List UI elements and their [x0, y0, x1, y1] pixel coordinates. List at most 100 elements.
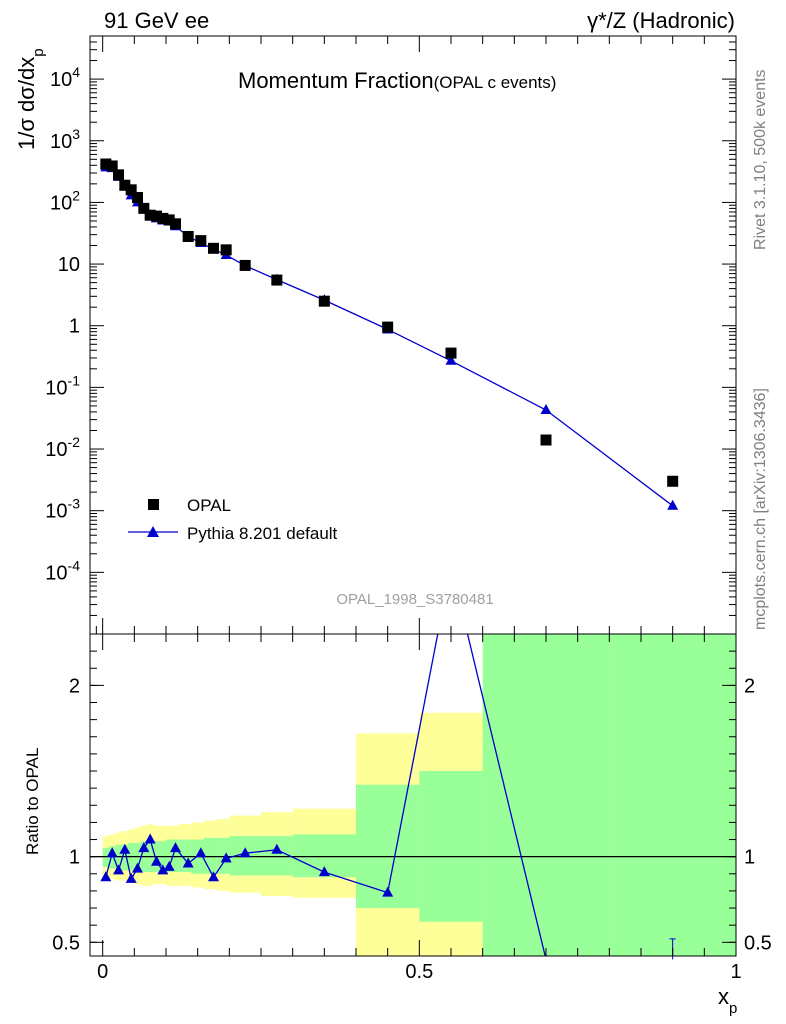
ratio-point [113, 864, 124, 875]
y-tick-label: 10-1 [45, 372, 80, 399]
opal-point [132, 192, 143, 204]
pythia-point [667, 499, 679, 510]
ratio-point [138, 842, 150, 853]
ratio-point [144, 833, 156, 844]
ratio-band-green [204, 837, 217, 874]
ratio-point [220, 852, 232, 863]
ratio-band-green [419, 771, 483, 922]
ratio-y-tick-label: 1 [69, 847, 80, 869]
y-tick-base: 10 [50, 192, 72, 214]
y-tick-label: 104 [50, 64, 80, 91]
y-tick-base: 10 [45, 439, 67, 461]
y-tick-label: 10-3 [45, 496, 80, 523]
opal-point [182, 230, 194, 242]
ratio-point [132, 862, 143, 873]
ratio-point [170, 842, 181, 853]
rivet-label: Rivet 3.1.10, 500k events [752, 69, 769, 250]
opal-point [157, 212, 169, 224]
ratio-band-green [121, 844, 128, 871]
opal-point [125, 184, 137, 196]
ratio-y-tick-label: 2 [69, 675, 80, 697]
ratio-y-tick-label-right: 1 [744, 847, 755, 869]
y-tick-exponent: 2 [72, 187, 80, 203]
legend: OPAL Pythia 8.201 default [128, 496, 338, 543]
ratio-y-tick-label-right: 2 [744, 675, 755, 697]
ratio-point [151, 855, 162, 866]
legend-label-pythia: Pythia 8.201 default [187, 524, 338, 543]
ratio-point [163, 860, 175, 871]
ratio-point [119, 843, 131, 854]
y-tick-exponent: -2 [68, 434, 81, 450]
y-tick-base: 10 [45, 562, 67, 584]
y-tick-label: 103 [50, 126, 80, 153]
opal-point [170, 218, 181, 230]
y-axis-label-ratio: Ratio to OPAL [23, 748, 42, 855]
ratio-point [271, 843, 283, 854]
y-tick-base: 10 [45, 501, 67, 523]
pythia-point [445, 354, 457, 365]
ratio-panel: 0 0.5 10.5 0.51 12 2 [52, 633, 772, 983]
ratio-band-green [109, 846, 116, 869]
legend-label-opal: OPAL [187, 496, 231, 515]
legend-marker-opal [148, 499, 159, 510]
opal-point [163, 214, 175, 226]
ratio-band-green [261, 836, 293, 876]
ratio-y-tick-label: 0.5 [52, 932, 80, 954]
opal-point [144, 209, 156, 221]
opal-point [100, 158, 112, 170]
y-tick-label: 1 [69, 316, 80, 338]
legend-marker-pythia [147, 526, 159, 537]
ratio-point [157, 864, 169, 875]
analysis-watermark: OPAL_1998_S3780481 [336, 591, 493, 608]
ratio-point [208, 871, 219, 882]
ratio-point [195, 847, 207, 858]
pythia-point [540, 403, 552, 414]
y-tick-exponent: -3 [68, 496, 81, 512]
y-tick-exponent: 4 [72, 64, 80, 80]
y-tick-base: 10 [50, 69, 72, 91]
ratio-point [382, 886, 394, 897]
y-tick-base: 10 [50, 131, 72, 153]
opal-point [208, 242, 219, 254]
y-tick-exponent: 3 [72, 126, 80, 142]
x-tick-label: 0.5 [405, 961, 433, 983]
x-tick-label: 1 [730, 961, 741, 983]
y-tick-label: 10-4 [45, 557, 80, 584]
opal-point [239, 259, 251, 271]
mcplots-label: mcplots.cern.ch [arXiv:1306.3436] [752, 388, 769, 630]
opal-point [151, 210, 162, 222]
opal-point [382, 321, 394, 333]
ratio-band-green [482, 634, 610, 956]
ratio-point [106, 847, 118, 858]
x-axis-label: xp [718, 984, 737, 1017]
upper-frame [89, 35, 737, 635]
y-tick-label: 10 [58, 254, 80, 276]
y-tick-label: 10-2 [45, 434, 80, 461]
ratio-band-green [216, 837, 230, 874]
ratio-point [239, 847, 251, 858]
ratio-point [182, 857, 194, 868]
y-tick-exponent: -4 [68, 557, 81, 573]
opal-point [540, 434, 552, 446]
y-tick-label: 102 [50, 187, 80, 214]
y-axis-label-main: 1/σ dσ/dxp [14, 48, 47, 150]
opal-point [667, 475, 679, 487]
pythia-line [105, 166, 674, 507]
opal-point [271, 274, 283, 286]
y-tick-exponent: -1 [68, 372, 81, 388]
opal-point [106, 160, 118, 172]
opal-point [113, 169, 124, 181]
opal-point [445, 347, 457, 359]
opal-point [119, 179, 131, 191]
opal-point [138, 202, 150, 214]
header-right: γ*/Z (Hadronic) [587, 8, 735, 33]
chart-title: Momentum Fraction(OPAL c events) [238, 68, 556, 93]
header-left: 91 GeV ee [104, 8, 209, 33]
chart-title-main: Momentum Fraction [238, 68, 434, 93]
ratio-point [125, 872, 137, 883]
ratio-point [318, 866, 330, 877]
ratio-frame [89, 633, 737, 957]
ratio-band-green [609, 634, 736, 956]
